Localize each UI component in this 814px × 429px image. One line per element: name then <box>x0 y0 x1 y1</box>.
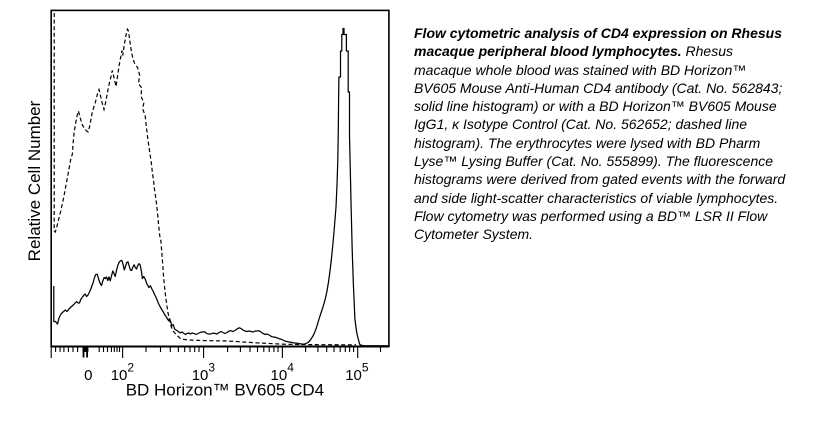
svg-text:0: 0 <box>84 367 92 384</box>
svg-text:Relative Cell Number: Relative Cell Number <box>25 100 44 261</box>
svg-text:BD Horizon™ BV605 CD4: BD Horizon™ BV605 CD4 <box>126 381 324 400</box>
svg-text:105: 105 <box>345 361 369 384</box>
